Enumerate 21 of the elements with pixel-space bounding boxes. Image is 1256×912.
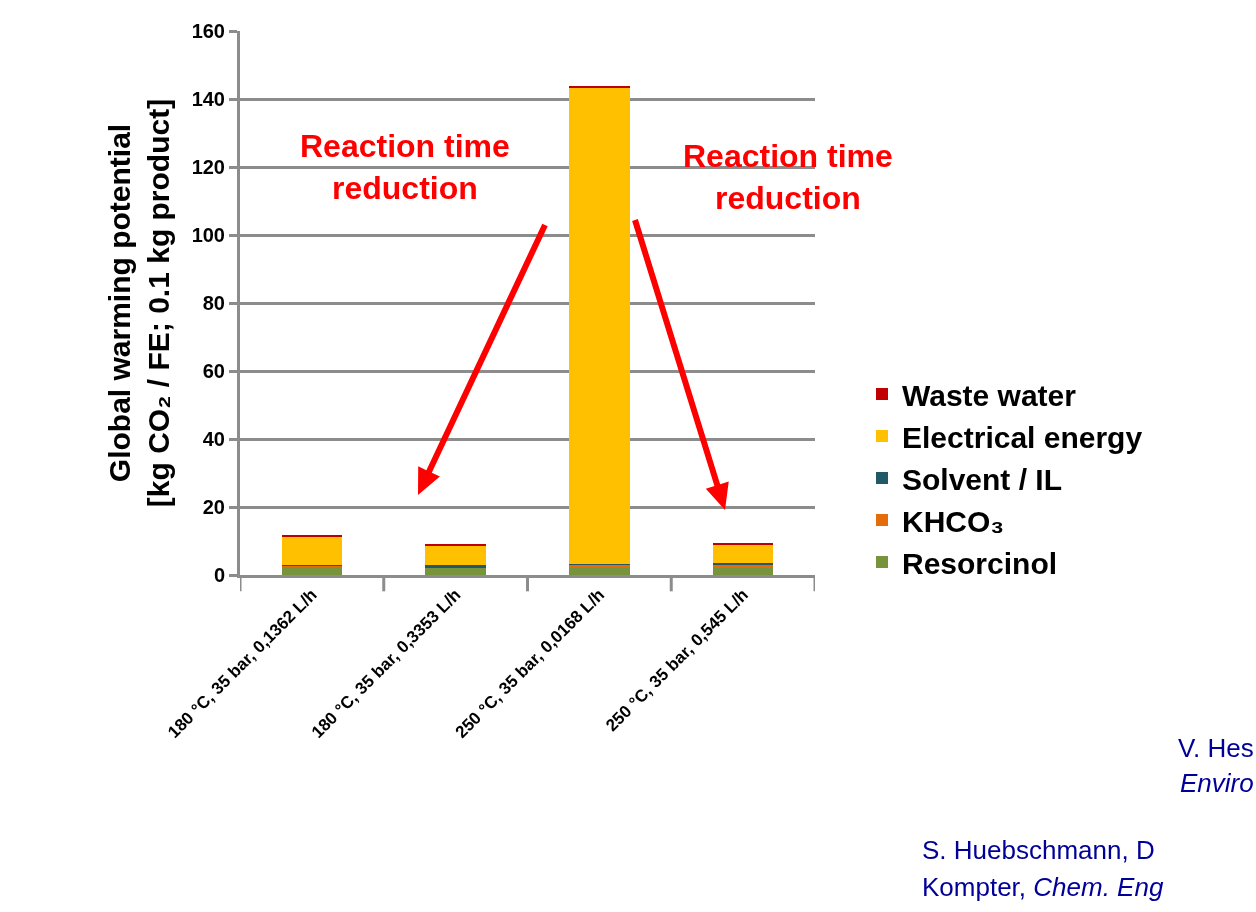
legend-label: Resorcinol xyxy=(902,546,1058,580)
y-tick-label: 160 xyxy=(191,20,225,42)
y-tick-label: 100 xyxy=(191,224,225,246)
legend-label: Solvent / IL xyxy=(902,462,1063,496)
annotation: Reaction time reduction xyxy=(683,138,893,216)
y-tick-label: 120 xyxy=(191,156,225,178)
y-axis-title: Global warming potential [kg CO₂ / FE; 0.1 kg product] xyxy=(102,98,175,508)
y-tick-label: 140 xyxy=(191,88,225,110)
y-tick-label: 40 xyxy=(202,428,225,450)
text: V. Hes xyxy=(1178,733,1254,763)
text: S. Huebschmann, D xyxy=(922,835,1155,865)
legend-label: KHCO₃ xyxy=(902,504,1005,538)
text: Enviro xyxy=(1180,768,1254,798)
y-tick-label: 60 xyxy=(202,360,225,382)
text: Kompter, Chem. Eng xyxy=(922,872,1164,902)
y-tick-label: 80 xyxy=(202,292,225,314)
y-tick-label: 0 xyxy=(213,564,225,586)
y-tick-label: 20 xyxy=(202,496,225,518)
legend-label: Electrical energy xyxy=(902,420,1143,454)
annotation: Reaction time reduction xyxy=(300,128,510,206)
legend-label: Waste water xyxy=(902,378,1077,412)
